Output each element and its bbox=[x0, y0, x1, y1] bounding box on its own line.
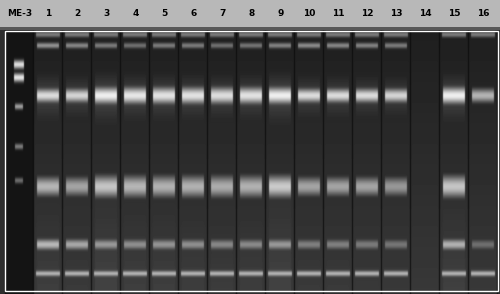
Text: 8: 8 bbox=[248, 9, 254, 19]
Text: 11: 11 bbox=[332, 9, 344, 19]
Text: 7: 7 bbox=[219, 9, 226, 19]
Text: 4: 4 bbox=[132, 9, 138, 19]
Text: 2: 2 bbox=[74, 9, 80, 19]
Text: ME-3: ME-3 bbox=[7, 9, 32, 19]
Bar bbox=[5, 31, 498, 291]
Text: 16: 16 bbox=[477, 9, 490, 19]
Text: 9: 9 bbox=[277, 9, 283, 19]
Text: 15: 15 bbox=[448, 9, 460, 19]
Text: 10: 10 bbox=[303, 9, 316, 19]
Text: 3: 3 bbox=[104, 9, 110, 19]
Text: 5: 5 bbox=[161, 9, 168, 19]
Text: 12: 12 bbox=[361, 9, 374, 19]
Text: 6: 6 bbox=[190, 9, 196, 19]
Text: 13: 13 bbox=[390, 9, 402, 19]
Text: 1: 1 bbox=[46, 9, 52, 19]
Text: 14: 14 bbox=[419, 9, 432, 19]
